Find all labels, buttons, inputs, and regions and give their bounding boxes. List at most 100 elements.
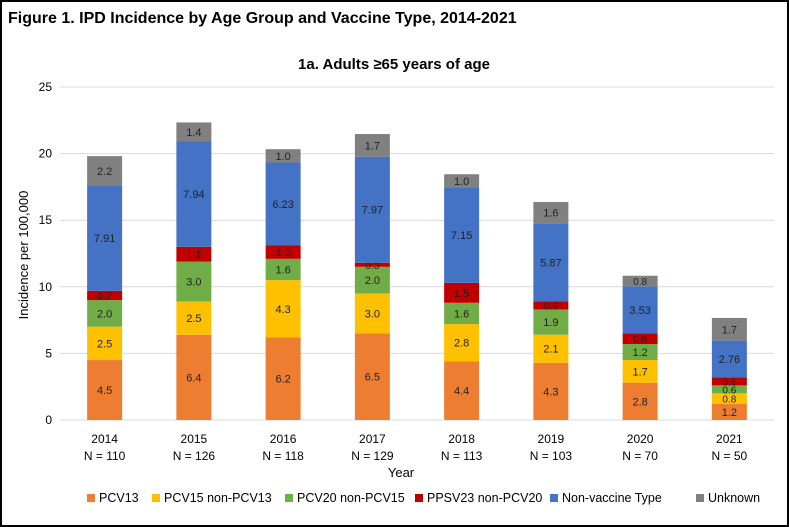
bar-segment	[87, 185, 123, 291]
bar-stack-2021: 1.20.80.60.62.761.7	[711, 317, 747, 420]
legend-item: Non-vaccine Type	[550, 491, 662, 505]
legend-label: PCV15 non-PCV13	[164, 491, 272, 505]
legend-label: Non-vaccine Type	[562, 491, 662, 505]
data-label: 2.76	[719, 354, 740, 366]
data-label: 1.0	[275, 247, 290, 259]
bar-segment	[354, 293, 390, 334]
x-tick-labels: 2014 N = 110 2015 N = 126 2016 N = 118 2017 N =…	[84, 432, 748, 463]
legend-swatch	[285, 494, 293, 502]
y-tick-label: 5	[45, 346, 52, 360]
bar-segment	[176, 334, 212, 420]
data-label: 0.8	[722, 395, 736, 406]
data-label: 2.5	[186, 313, 201, 325]
legend-item: Unknown	[696, 491, 760, 505]
bar-segment	[176, 261, 212, 302]
data-label: 1.2	[632, 347, 647, 359]
bar-stack-2014: 4.5 2.5 2.0 0.7 7.91 2.2	[87, 156, 123, 420]
bar-segment	[533, 301, 569, 310]
bar-segment	[533, 309, 569, 335]
bar-segment	[87, 360, 123, 420]
data-label: 1.6	[454, 308, 469, 320]
bar-segment	[354, 156, 390, 263]
bar-segment	[444, 302, 480, 325]
bar-segment	[444, 187, 480, 283]
bar-stack-2018: 4.4 2.8 1.6 1.5 7.15 1.0	[444, 174, 480, 420]
bar-segment	[622, 382, 658, 420]
bar-segment	[176, 141, 212, 247]
data-label: 6.4	[186, 372, 201, 384]
y-tick-label: 15	[39, 213, 53, 227]
data-label: 1.7	[722, 324, 737, 336]
legend-item: PPSV23 non-PCV20	[415, 491, 542, 505]
data-label: 6.5	[365, 372, 380, 384]
data-label: 1.0	[275, 151, 290, 163]
bars: 4.52.52.00.77.912.26.42.53.01.17.941.46.…	[87, 122, 747, 420]
data-label: 1.5	[454, 288, 469, 300]
legend-item: PCV13	[87, 491, 139, 505]
bar-segment	[622, 275, 658, 287]
data-label: 0.6	[722, 385, 736, 396]
legend-label: PCV20 non-PCV15	[297, 491, 405, 505]
data-label: 3.53	[629, 305, 650, 317]
x-tick-label: 2019	[538, 432, 565, 446]
data-label: 2.5	[97, 338, 112, 350]
bar-segment	[354, 134, 390, 157]
bar-segment	[711, 377, 747, 386]
bar-segment	[533, 334, 569, 363]
data-label: 2.0	[97, 308, 112, 320]
bar-segment	[622, 360, 658, 383]
legend-swatch	[152, 494, 160, 502]
bar-segment	[444, 324, 480, 362]
bar-segment	[176, 301, 212, 335]
bar-stack-2017: 6.5 3.0 2.0 0.3 7.97 1.7	[354, 134, 390, 420]
data-label: 7.91	[94, 233, 115, 245]
y-tick-label: 20	[39, 147, 53, 161]
figure-title: Figure 1. IPD Incidence by Age Group and…	[8, 10, 517, 27]
data-label: 2.8	[632, 396, 647, 408]
bar-segment	[87, 156, 123, 186]
y-tick-label: 0	[45, 413, 52, 427]
bar-segment	[711, 393, 747, 405]
x-tick-label: 2015	[181, 432, 208, 446]
data-label: 1.2	[722, 407, 737, 419]
bar-segment	[711, 317, 747, 341]
chart-title: 1a. Adults ≥65 years of age	[298, 56, 490, 73]
x-tick-n-label: N = 129	[351, 449, 394, 463]
data-label: 4.3	[543, 386, 558, 398]
x-axis-label: Year	[388, 465, 415, 480]
data-label: 1.7	[632, 366, 647, 378]
bar-segment	[176, 246, 212, 262]
bar-segment	[711, 385, 747, 394]
bar-stack-2019: 4.3 2.1 1.9 0.6 5.87 1.6	[533, 201, 569, 420]
x-tick-label: 2016	[270, 432, 297, 446]
x-tick-n-label: N = 113	[441, 449, 483, 463]
data-label: 0.6	[722, 377, 736, 388]
bar-segment	[711, 404, 747, 420]
legend-label: PCV13	[99, 491, 139, 505]
legend-swatch	[87, 494, 95, 502]
bar-segment	[176, 122, 212, 142]
bar-segment	[444, 282, 480, 303]
data-label: 0.7	[98, 291, 112, 302]
data-label: 7.15	[451, 230, 472, 242]
bar-segment	[265, 162, 301, 246]
bar-segment	[87, 326, 123, 361]
data-label: 1.9	[543, 317, 558, 329]
x-tick-label: 2014	[91, 432, 118, 446]
bar-stack-2016: 6.2 4.3 1.6 1.0 6.23 1.0	[265, 149, 301, 420]
bar-segment	[444, 174, 480, 188]
legend-label: Unknown	[708, 491, 760, 505]
data-label: 6.2	[275, 374, 290, 386]
bar-segment	[444, 361, 480, 420]
bar-segment	[87, 300, 123, 327]
y-tick-label: 25	[39, 80, 53, 94]
x-tick-n-label: N = 110	[84, 449, 126, 463]
x-tick-label: 2018	[448, 432, 475, 446]
gridlines: 0 5 10 15 20 25	[39, 80, 774, 427]
x-tick-n-label: N = 50	[712, 449, 748, 463]
bar-segment	[265, 245, 301, 259]
x-tick-n-label: N = 118	[262, 449, 304, 463]
legend: PCV13 PCV15 non-PCV13 PCV20 non-PCV15 PPSV2…	[87, 491, 760, 505]
